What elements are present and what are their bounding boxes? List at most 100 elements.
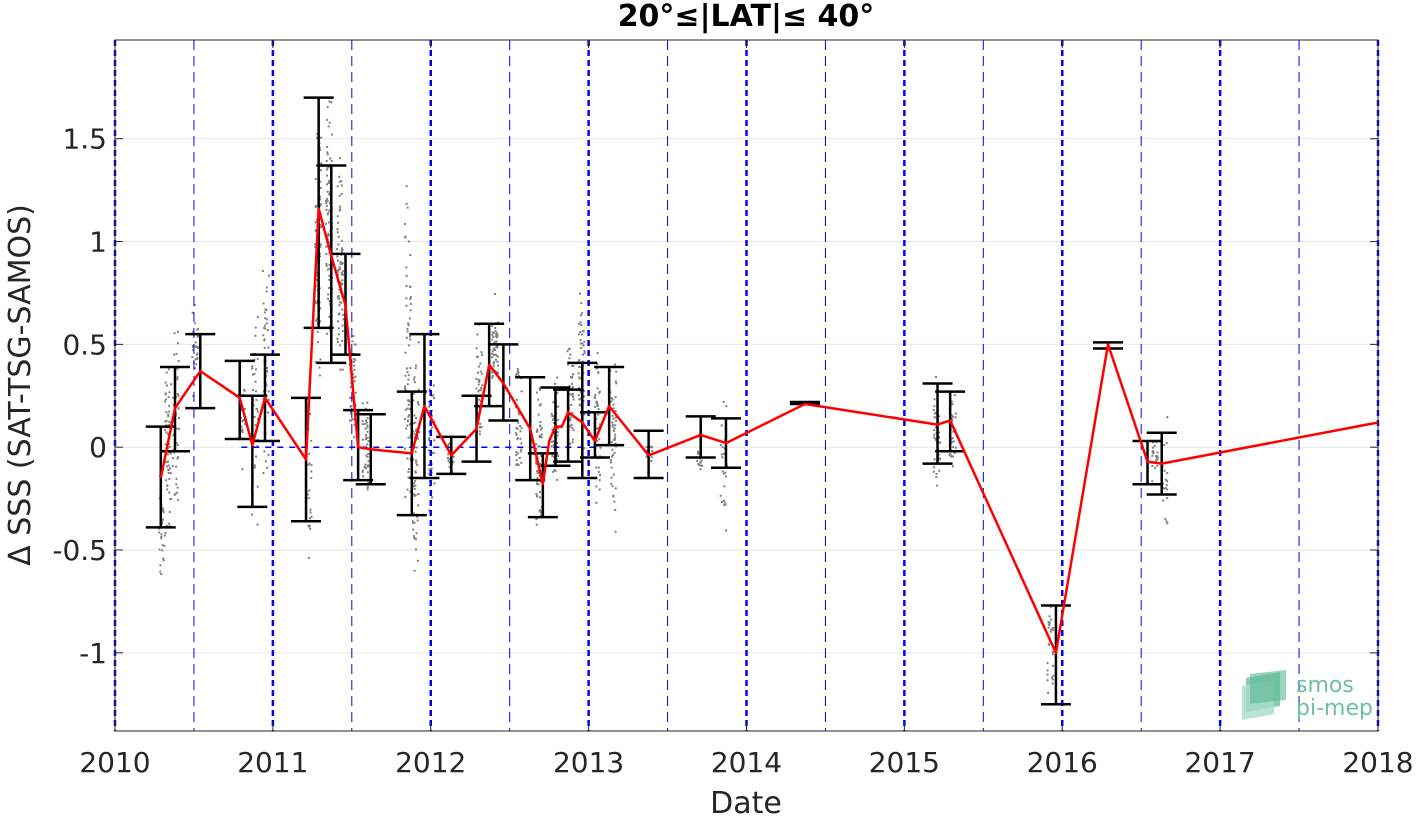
scatter-point xyxy=(448,458,451,461)
scatter-point xyxy=(697,463,700,466)
scatter-point xyxy=(336,271,339,274)
scatter-point xyxy=(494,358,497,361)
scatter-point xyxy=(614,395,617,398)
scatter-point xyxy=(412,422,415,425)
scatter-point xyxy=(342,273,345,276)
scatter-point xyxy=(404,388,407,391)
scatter-point xyxy=(537,413,540,416)
scatter-point xyxy=(496,334,499,337)
scatter-point xyxy=(651,450,654,453)
scatter-point xyxy=(725,405,728,408)
scatter-point xyxy=(491,350,494,353)
scatter-point xyxy=(699,468,702,471)
scatter-point xyxy=(540,433,543,436)
scatter-point xyxy=(319,243,322,246)
scatter-point xyxy=(263,346,266,349)
scatter-point xyxy=(583,352,586,355)
scatter-point xyxy=(1165,484,1168,487)
scatter-point xyxy=(172,396,175,399)
scatter-point xyxy=(723,452,726,455)
scatter-point xyxy=(413,433,416,436)
scatter-point xyxy=(538,404,541,407)
scatter-point xyxy=(428,400,431,403)
scatter-point xyxy=(351,340,354,343)
scatter-point xyxy=(327,293,330,296)
scatter-point xyxy=(477,383,480,386)
scatter-point xyxy=(1166,497,1169,500)
scatter-point xyxy=(650,459,653,462)
scatter-point xyxy=(431,496,434,499)
scatter-point xyxy=(168,477,171,480)
scatter-point xyxy=(535,461,538,464)
scatter-point xyxy=(413,494,416,497)
scatter-point xyxy=(177,359,180,362)
scatter-point xyxy=(407,374,410,377)
scatter-point xyxy=(192,349,195,352)
scatter-point xyxy=(406,407,409,410)
y-tick-label: 0 xyxy=(89,431,107,464)
scatter-point xyxy=(166,484,169,487)
scatter-point xyxy=(314,245,317,248)
scatter-point xyxy=(256,357,259,360)
scatter-point xyxy=(175,427,178,430)
scatter-point xyxy=(326,234,329,237)
scatter-point xyxy=(314,221,317,224)
scatter-point xyxy=(328,121,331,124)
scatter-point xyxy=(353,343,356,346)
scatter-point xyxy=(168,420,171,423)
scatter-point xyxy=(337,327,340,330)
scatter-point xyxy=(167,396,170,399)
scatter-point xyxy=(580,342,583,345)
scatter-point xyxy=(364,438,367,441)
scatter-point xyxy=(495,335,498,338)
scatter-point xyxy=(615,382,618,385)
scatter-point xyxy=(475,387,478,390)
scatter-point xyxy=(319,148,322,151)
scatter-point xyxy=(337,333,340,336)
scatter-point xyxy=(264,460,267,463)
scatter-point xyxy=(240,425,243,428)
scatter-point xyxy=(1052,653,1055,656)
scatter-point xyxy=(265,308,268,311)
scatter-point xyxy=(165,524,168,527)
scatter-point xyxy=(409,296,412,299)
scatter-point xyxy=(595,485,598,488)
scatter-point xyxy=(338,297,341,300)
scatter-point xyxy=(556,391,559,394)
scatter-point xyxy=(338,304,341,307)
scatter-point xyxy=(595,417,598,420)
scatter-point xyxy=(327,234,330,237)
scatter-point xyxy=(337,320,340,323)
scatter-point xyxy=(325,263,328,266)
scatter-point xyxy=(536,428,539,431)
scatter-point xyxy=(697,450,700,453)
scatter-point xyxy=(364,419,367,422)
scatter-point xyxy=(165,420,168,423)
scatter-point xyxy=(479,362,482,365)
scatter-point xyxy=(480,386,483,389)
scatter-point xyxy=(415,430,418,433)
scatter-point xyxy=(310,515,313,518)
scatter-point xyxy=(933,416,936,419)
logo-text-pi-mep: pi-mep xyxy=(1296,696,1373,721)
scatter-point xyxy=(555,458,558,461)
scatter-point xyxy=(407,415,410,418)
scatter-point xyxy=(408,400,411,403)
scatter-point xyxy=(251,365,254,368)
scatter-point xyxy=(572,429,575,432)
scatter-point xyxy=(328,221,331,224)
scatter-point xyxy=(241,428,244,431)
scatter-point xyxy=(328,278,331,281)
scatter-point xyxy=(166,488,169,491)
scatter-point xyxy=(572,398,575,401)
scatter-point xyxy=(405,304,408,307)
scatter-point xyxy=(364,467,367,470)
scatter-point xyxy=(580,302,583,305)
scatter-point xyxy=(167,415,170,418)
scatter-point xyxy=(264,324,267,327)
scatter-point xyxy=(340,249,343,252)
scatter-point xyxy=(241,431,244,434)
scatter-point xyxy=(495,340,498,343)
scatter-point xyxy=(325,202,328,205)
scatter-point xyxy=(307,497,310,500)
